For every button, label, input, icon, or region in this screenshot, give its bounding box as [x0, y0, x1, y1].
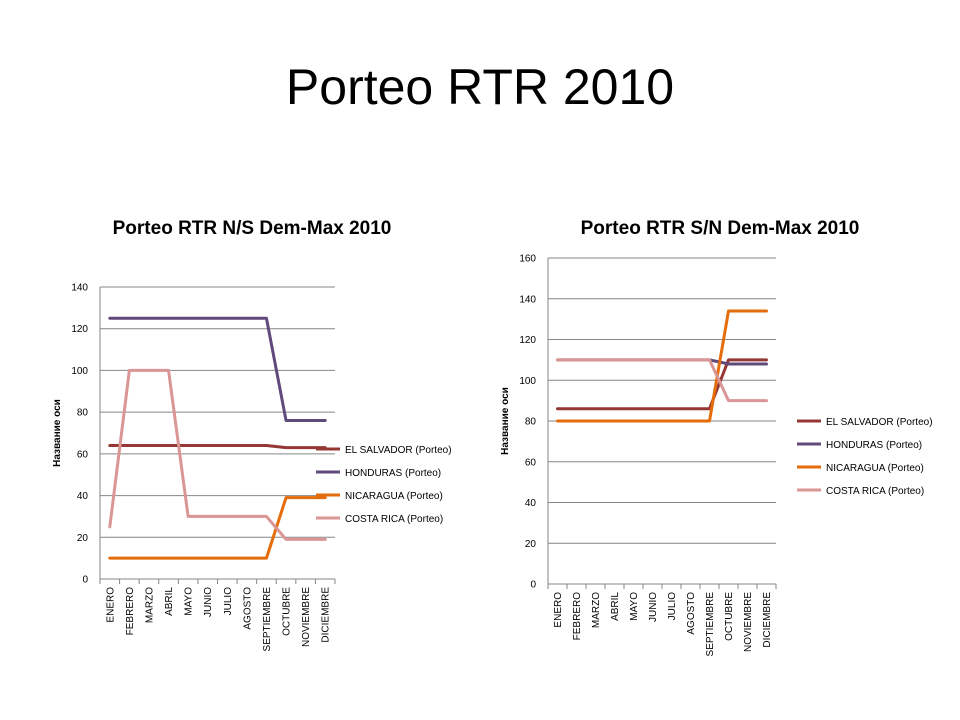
y-tick-label: 20	[77, 533, 89, 544]
x-tick-label: DICIEMBRE	[762, 592, 773, 648]
x-tick-label: AGOSTO	[686, 592, 697, 635]
x-tick-label: JUNIO	[648, 592, 659, 622]
x-tick-label: OCTUBRE	[282, 587, 293, 636]
series-line	[108, 444, 327, 450]
chart-0: Porteo RTR N/S Dem-Max 2010 0 20 40 60 80 100 1…	[52, 218, 452, 651]
x-tick-label: MARZO	[144, 587, 155, 623]
y-tick-label: 160	[519, 254, 536, 265]
x-tick-label: DICIEMBRE	[321, 587, 332, 643]
x-tick-label: JULIO	[667, 592, 678, 621]
legend-label: HONDURAS (Porteo)	[826, 440, 922, 451]
y-tick-label: 40	[525, 498, 537, 509]
x-tick-label: OCTUBRE	[724, 592, 735, 641]
x-tick-label: AGOSTO	[242, 587, 253, 630]
x-tick-label: JULIO	[223, 587, 234, 616]
y-tick-label: 140	[519, 294, 536, 305]
legend-label: NICARAGUA (Porteo)	[345, 491, 443, 502]
series-line	[108, 316, 327, 422]
x-tick-label: MAYO	[184, 587, 195, 616]
y-axis-title: Название оси	[500, 387, 511, 455]
series-line	[556, 358, 768, 411]
y-tick-label: 0	[82, 575, 88, 586]
x-tick-label: FEBRERO	[572, 592, 583, 641]
x-tick-label: NOVIEMBRE	[743, 592, 754, 652]
slide-title: Porteo RTR 2010	[285, 59, 675, 115]
x-tick-label: ABRIL	[164, 587, 175, 616]
y-tick-label: 120	[519, 335, 536, 346]
y-tick-label: 60	[77, 449, 89, 460]
y-tick-label: 80	[77, 408, 89, 419]
x-tick-label: NOVIEMBRE	[301, 587, 312, 647]
chart-1: Porteo RTR S/N Dem-Max 2010 0 20 40 60 80 100 1…	[500, 218, 933, 656]
y-tick-label: 60	[525, 457, 537, 468]
chart-title: Porteo RTR N/S Dem-Max 2010	[113, 218, 392, 239]
y-tick-label: 80	[525, 417, 537, 428]
x-tick-label: ENERO	[105, 587, 116, 623]
series-line	[556, 358, 768, 403]
legend-label: EL SALVADOR (Porteo)	[826, 417, 933, 428]
x-tick-label: SEPTIEMBRE	[705, 592, 716, 657]
x-tick-label: ABRIL	[610, 592, 621, 621]
y-tick-label: 20	[525, 539, 537, 550]
legend-label: NICARAGUA (Porteo)	[826, 463, 924, 474]
x-tick-label: ENERO	[553, 592, 564, 628]
legend-label: HONDURAS (Porteo)	[345, 468, 441, 479]
y-tick-label: 100	[71, 366, 88, 377]
y-tick-label: 120	[71, 324, 88, 335]
y-axis-title: Название оси	[52, 399, 63, 467]
series-line	[108, 368, 327, 541]
chart-title: Porteo RTR S/N Dem-Max 2010	[581, 218, 860, 239]
x-tick-label: JUNIO	[203, 587, 214, 617]
legend-label: EL SALVADOR (Porteo)	[345, 445, 452, 456]
y-tick-label: 100	[519, 376, 536, 387]
x-tick-label: MARZO	[591, 592, 602, 628]
series-line	[556, 309, 768, 423]
legend-label: COSTA RICA (Porteo)	[345, 514, 443, 525]
y-tick-label: 40	[77, 491, 89, 502]
legend-label: COSTA RICA (Porteo)	[826, 486, 924, 497]
x-tick-label: MAYO	[629, 592, 640, 621]
x-tick-label: FEBRERO	[125, 587, 136, 636]
y-tick-label: 0	[530, 580, 536, 591]
series-line	[108, 496, 327, 560]
x-tick-label: SEPTIEMBRE	[262, 587, 273, 652]
y-tick-label: 140	[71, 283, 88, 294]
